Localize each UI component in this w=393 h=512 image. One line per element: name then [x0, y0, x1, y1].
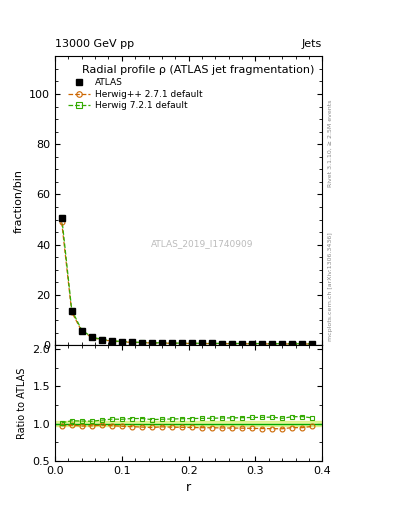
Y-axis label: Ratio to ATLAS: Ratio to ATLAS: [17, 367, 27, 439]
Y-axis label: fraction/bin: fraction/bin: [14, 169, 24, 233]
Text: Jets: Jets: [302, 38, 322, 49]
Text: ATLAS_2019_I1740909: ATLAS_2019_I1740909: [151, 240, 253, 249]
Legend: ATLAS, Herwig++ 2.7.1 default, Herwig 7.2.1 default: ATLAS, Herwig++ 2.7.1 default, Herwig 7.…: [65, 75, 205, 113]
Bar: [55, 421, 322, 426]
Text: 13000 GeV pp: 13000 GeV pp: [55, 38, 134, 49]
Text: Rivet 3.1.10, ≥ 2.5M events: Rivet 3.1.10, ≥ 2.5M events: [328, 100, 333, 187]
Text: mcplots.cern.ch [arXiv:1306.3436]: mcplots.cern.ch [arXiv:1306.3436]: [328, 232, 333, 341]
X-axis label: r: r: [186, 481, 191, 494]
Text: Radial profile ρ (ATLAS jet fragmentation): Radial profile ρ (ATLAS jet fragmentatio…: [82, 65, 314, 75]
